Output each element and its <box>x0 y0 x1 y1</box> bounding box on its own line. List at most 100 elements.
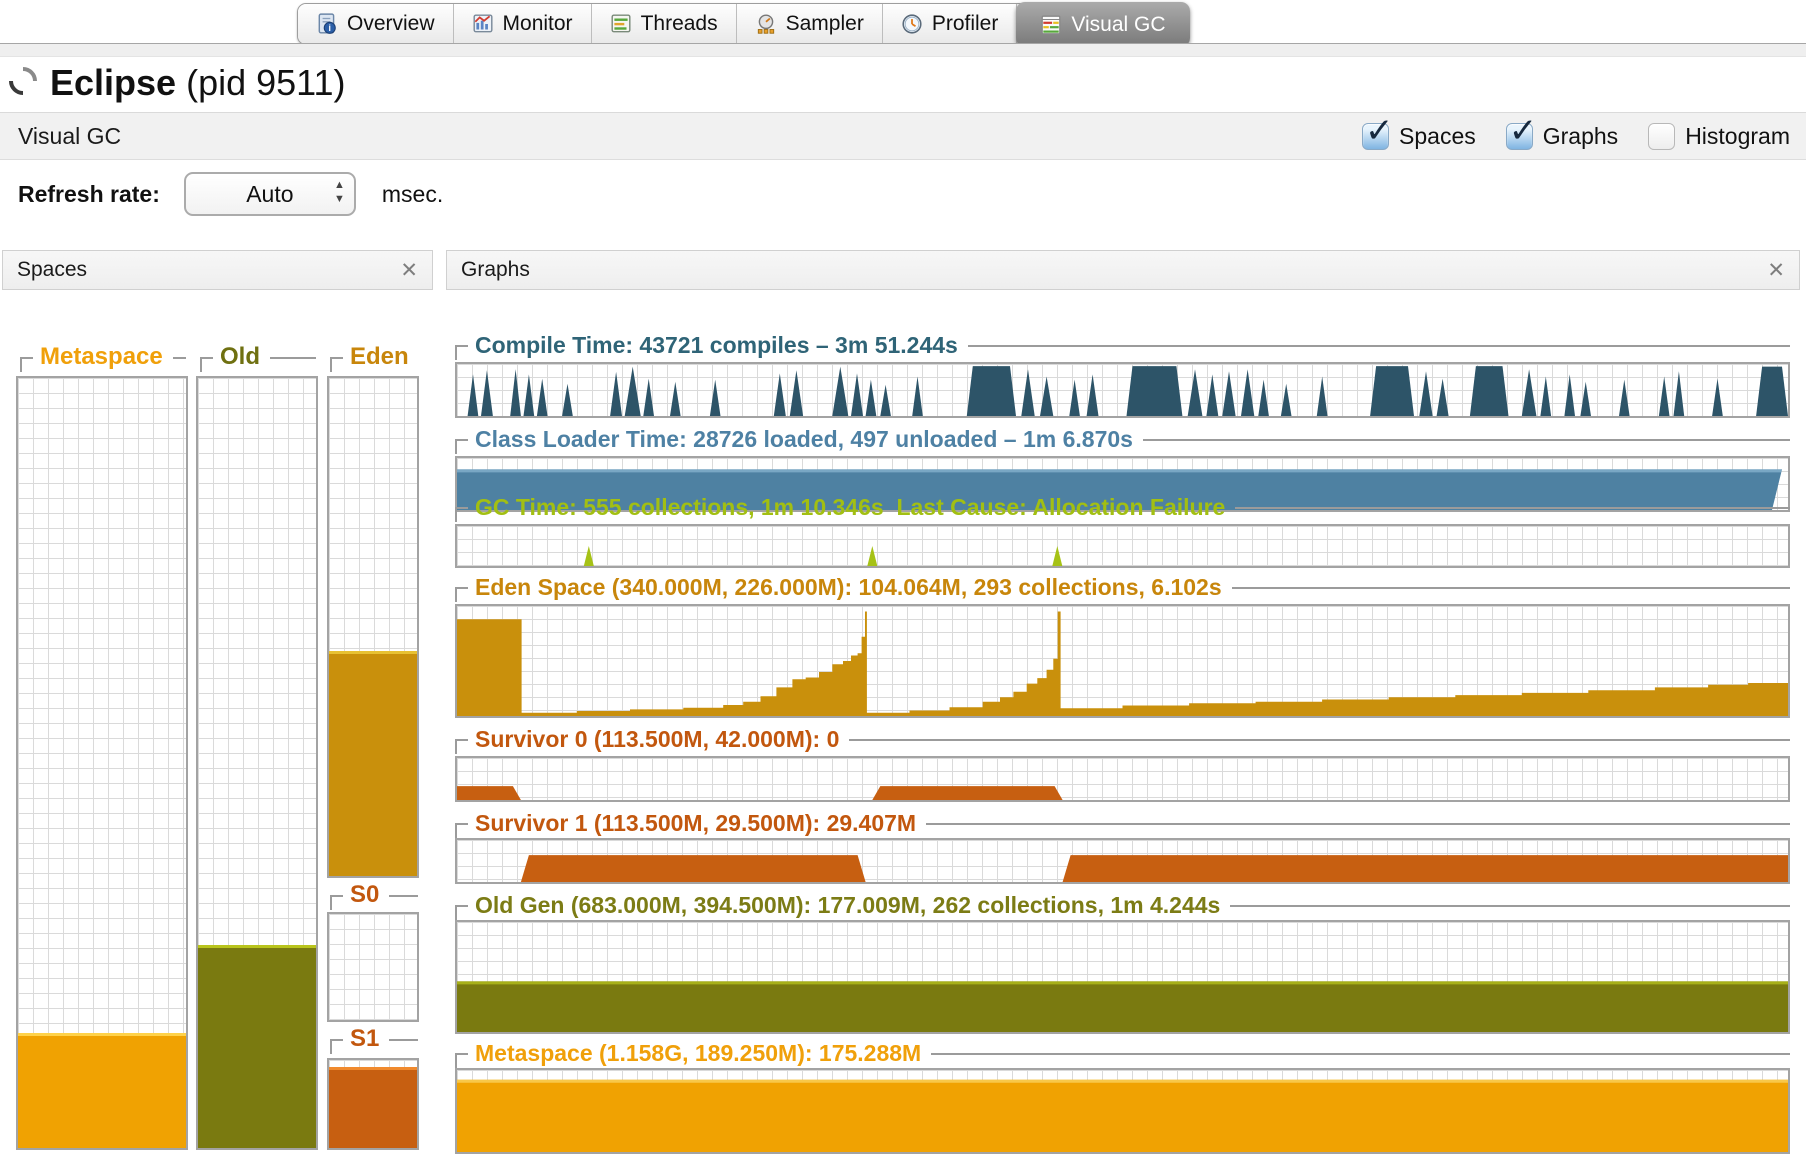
tab-overview[interactable]: i Overview <box>298 4 454 44</box>
space-gauge-s0 <box>327 912 419 1022</box>
label-corner-tick <box>20 357 33 372</box>
tab-label: Threads <box>640 12 718 35</box>
checkbox-histogram[interactable]: Histogram <box>1648 122 1790 150</box>
graph-title-oldgen-text: Old Gen (683.000M, 394.500M): 177.009M, … <box>475 892 1221 918</box>
space-fill-s1 <box>329 1066 417 1148</box>
space-label-s1-text: S1 <box>350 1025 380 1052</box>
visualgc-icon <box>1040 14 1062 36</box>
graph-title-eden: Eden Space (340.000M, 226.000M): 104.064… <box>455 574 1790 602</box>
checkbox-label: Histogram <box>1685 122 1790 149</box>
space-label-eden-text: Eden <box>350 343 409 370</box>
space-fill-eden <box>329 651 417 876</box>
graph-title-oldgen: Old Gen (683.000M, 394.500M): 177.009M, … <box>455 892 1790 920</box>
check-mark-icon: ✓ <box>1508 111 1538 150</box>
graph-title-s1-text: Survivor 1 (113.500M, 29.500M): 29.407M <box>475 810 917 836</box>
tab-sampler[interactable]: Sampler <box>736 4 883 44</box>
spaces-panel-title: Spaces <box>17 258 88 281</box>
label-rule-line <box>967 345 1790 360</box>
page-title: Eclipse (pid 9511) <box>50 62 346 104</box>
label-rule-line <box>1231 587 1790 602</box>
label-corner-tick <box>455 439 468 454</box>
graph-title-compile: Compile Time: 43721 compiles – 3m 51.244… <box>455 332 1790 360</box>
space-label-s1: S1 <box>330 1026 418 1054</box>
graph-title-classloader-text: Class Loader Time: 28726 loaded, 497 unl… <box>475 426 1133 452</box>
label-corner-tick <box>455 1053 468 1068</box>
tab-visualgc[interactable]: Visual GC <box>1016 2 1190 47</box>
label-corner-tick <box>455 345 468 360</box>
label-corner-tick <box>455 823 468 838</box>
threads-icon <box>610 13 632 35</box>
space-gauge-metaspace <box>16 376 188 1150</box>
visualgc-toolbar: Visual GC ✓ Spaces ✓ Graphs Histogram <box>0 112 1806 160</box>
graph-title-classloader: Class Loader Time: 28726 loaded, 497 unl… <box>455 426 1790 454</box>
checkbox-label: Graphs <box>1542 122 1619 149</box>
label-corner-tick <box>330 357 343 372</box>
sampler-icon <box>755 13 777 35</box>
svg-text:i: i <box>329 23 331 33</box>
checked-checkbox-icon[interactable]: ✓ <box>1362 112 1394 150</box>
tabbar-underband <box>0 43 1806 57</box>
graph-strip-metaspace <box>455 1068 1790 1154</box>
graph-strip-s0 <box>455 756 1790 802</box>
label-corner-tick <box>455 739 468 754</box>
label-rule-line <box>1142 439 1790 454</box>
space-gauge-old <box>196 376 318 1150</box>
graph-strip-compile <box>455 362 1790 418</box>
refresh-rate-label: Refresh rate: <box>18 180 160 207</box>
tab-monitor[interactable]: Monitor <box>453 4 592 44</box>
space-gauge-eden <box>327 376 419 878</box>
checkbox-graphs[interactable]: ✓ Graphs <box>1505 112 1619 150</box>
graph-strip-s1 <box>455 838 1790 884</box>
label-rule-line <box>1230 905 1790 920</box>
close-icon[interactable]: ✕ <box>1767 258 1785 282</box>
tab-label: Sampler <box>785 12 864 35</box>
space-label-s0: S0 <box>330 882 418 910</box>
label-corner-tick <box>455 905 468 920</box>
graph-strip-gctime <box>455 524 1790 568</box>
refresh-rate-select[interactable]: Auto ▲ ▼ <box>183 172 356 216</box>
space-label-old-text: Old <box>220 343 260 370</box>
label-rule-line <box>1235 507 1790 522</box>
label-corner-tick <box>455 587 468 602</box>
space-label-old: Old <box>200 344 316 372</box>
spaces-panel-header: Spaces ✕ <box>2 250 433 290</box>
graph-title-s0-text: Survivor 0 (113.500M, 42.000M): 0 <box>475 726 840 752</box>
label-rule-line <box>926 823 1790 838</box>
label-corner-tick <box>455 507 468 522</box>
stepper-arrows-icon[interactable]: ▲ ▼ <box>334 179 345 205</box>
check-mark-icon: ✓ <box>1365 111 1394 150</box>
tab-bar: i Overview Monitor Threads Sampler Profiler Vi… <box>297 2 1190 47</box>
checkbox-spaces[interactable]: ✓ Spaces <box>1362 112 1476 150</box>
label-rule-line <box>849 739 1790 754</box>
graph-title-gctime-text: GC Time: 555 collections, 1m 10.346s Las… <box>475 494 1226 520</box>
checked-checkbox-icon[interactable]: ✓ <box>1505 112 1537 150</box>
label-rule-line <box>931 1053 1790 1068</box>
graph-strip-eden <box>455 604 1790 718</box>
tab-profiler[interactable]: Profiler <box>882 4 1018 44</box>
graph-title-gctime: GC Time: 555 collections, 1m 10.346s Las… <box>455 494 1790 522</box>
space-fill-old <box>198 944 316 1148</box>
refresh-rate-unit: msec. <box>381 180 444 207</box>
checkbox-label: Spaces <box>1399 122 1476 149</box>
process-spinner-icon <box>8 66 38 101</box>
tab-label: Profiler <box>931 12 999 35</box>
graph-title-eden-text: Eden Space (340.000M, 226.000M): 104.064… <box>475 574 1222 600</box>
graph-title-compile-text: Compile Time: 43721 compiles – 3m 51.244… <box>475 332 958 358</box>
refresh-rate-row: Refresh rate: Auto ▲ ▼ msec. <box>0 165 1806 223</box>
unchecked-checkbox-icon[interactable] <box>1648 122 1676 150</box>
graph-title-s0: Survivor 0 (113.500M, 42.000M): 0 <box>455 726 1790 754</box>
close-icon[interactable]: ✕ <box>400 258 418 282</box>
graph-strip-oldgen <box>455 920 1790 1034</box>
tab-label: Overview <box>347 12 435 35</box>
space-label-s0-text: S0 <box>350 881 380 908</box>
graphs-panel-title: Graphs <box>461 258 530 281</box>
overview-icon: i <box>316 13 338 35</box>
toolbar-title: Visual GC <box>18 122 122 149</box>
graph-title-metaspace: Metaspace (1.158G, 189.250M): 175.288M <box>455 1040 1790 1068</box>
tab-threads[interactable]: Threads <box>591 4 737 44</box>
space-label-eden: Eden <box>330 344 418 372</box>
tab-label: Visual GC <box>1071 12 1166 36</box>
graphs-panel-header: Graphs ✕ <box>446 250 1800 290</box>
label-rule-line <box>389 895 418 910</box>
